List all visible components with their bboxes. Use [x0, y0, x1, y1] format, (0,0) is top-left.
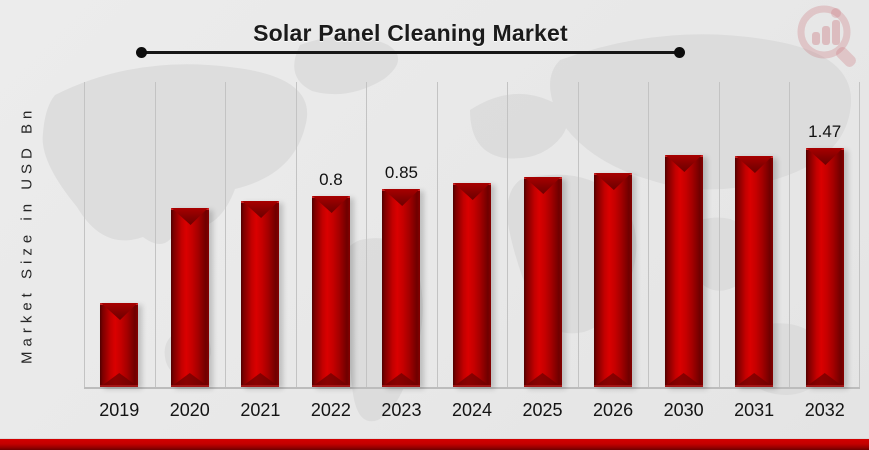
gridline: [648, 82, 649, 387]
bar-bottom-edge: [382, 385, 421, 387]
bar-2020: [170, 208, 209, 387]
x-tick-2025: 2025: [522, 399, 563, 420]
bar-top-bevel: [594, 173, 632, 190]
x-tick-2024: 2024: [451, 399, 492, 420]
x-tick-2026: 2026: [593, 399, 634, 420]
line-endpoint-dot: [674, 47, 685, 58]
bar-bottom-edge: [523, 385, 562, 387]
x-tick-2023: 2023: [381, 399, 422, 420]
bar-cell-2021: [225, 82, 296, 387]
bar-cell-2030: [648, 82, 719, 387]
gridline: [719, 82, 720, 387]
bar-cell-2022: 0.8: [296, 82, 367, 387]
bar-2031: [735, 156, 774, 387]
bar-top-bevel: [242, 201, 279, 218]
bar-top-bevel: [665, 155, 702, 172]
chart-title: Solar Panel Cleaning Market: [253, 20, 568, 46]
bar-cell-2025: [507, 82, 578, 387]
line-endpoint-dot: [136, 47, 147, 58]
bar-cell-2023: 0.85: [366, 82, 437, 387]
bar-bottom-edge: [100, 385, 139, 387]
bar-bottom-edge: [311, 385, 350, 387]
gridline: [789, 82, 790, 387]
bar-bottom-edge: [241, 385, 280, 387]
gridline: [578, 82, 579, 387]
bar-top-bevel: [171, 208, 209, 225]
gridline: [366, 82, 367, 387]
magnifier-bars-logo-icon: [797, 5, 856, 67]
bar-bottom-edge: [452, 385, 491, 387]
y-axis-title: Market Size in USD Bn: [18, 105, 36, 364]
gridline: [859, 82, 860, 387]
gridline: [155, 82, 156, 387]
bar-top-bevel: [806, 148, 843, 165]
bar-cell-2031: [719, 82, 790, 387]
x-axis: 2019 2020 2021 2022 2023 2024 2025 2026 2030 2031…: [84, 398, 860, 422]
bar-value-label-2022: 0.8: [319, 170, 343, 189]
bar-cell-2024: [437, 82, 508, 387]
x-tick-2030: 2030: [663, 399, 704, 420]
bar-top-bevel: [453, 183, 491, 200]
bar-bottom-edge: [735, 385, 774, 387]
x-tick-2020: 2020: [169, 399, 210, 420]
bar-2026: [594, 173, 633, 387]
x-tick-2019: 2019: [99, 399, 140, 420]
bar-top-bevel: [383, 189, 420, 206]
plot-area: 0.8 0.85 1.47: [84, 82, 860, 389]
bar-2024: [452, 183, 491, 387]
gridline: [84, 82, 85, 387]
bar-top-bevel: [735, 156, 773, 173]
bar-bottom-edge: [594, 385, 633, 387]
bar-cell-2020: [155, 82, 226, 387]
x-tick-2021: 2021: [240, 399, 281, 420]
x-tick-2032: 2032: [804, 399, 845, 420]
bar-top-bevel: [524, 177, 561, 194]
gridline: [437, 82, 438, 387]
bar-2032: [805, 148, 844, 387]
bar-bottom-edge: [664, 385, 703, 387]
bar-bottom-edge: [170, 385, 209, 387]
bar-2019: [100, 303, 139, 387]
bar-2025: [523, 177, 562, 387]
bar-cell-2026: [578, 82, 649, 387]
bar-2030: [664, 155, 703, 387]
bottom-accent-stripe: [0, 438, 869, 450]
bar-value-label-2023: 0.85: [384, 163, 418, 182]
bar-bottom-edge: [805, 385, 844, 387]
bar-2022: [311, 196, 350, 387]
bar-value-label-2032: 1.47: [808, 122, 842, 141]
bar-cell-2032: 1.47: [789, 82, 860, 387]
x-tick-2022: 2022: [310, 399, 351, 420]
gridline: [225, 82, 226, 387]
title-underline: [136, 47, 685, 58]
x-tick-2031: 2031: [734, 399, 775, 420]
gridline: [507, 82, 508, 387]
bar-top-bevel: [312, 196, 350, 213]
bar-top-bevel: [101, 303, 138, 320]
bar-2023: [382, 189, 421, 387]
bar-cell-2019: [84, 82, 155, 387]
gridline: [296, 82, 297, 387]
bar-2021: [241, 201, 280, 387]
